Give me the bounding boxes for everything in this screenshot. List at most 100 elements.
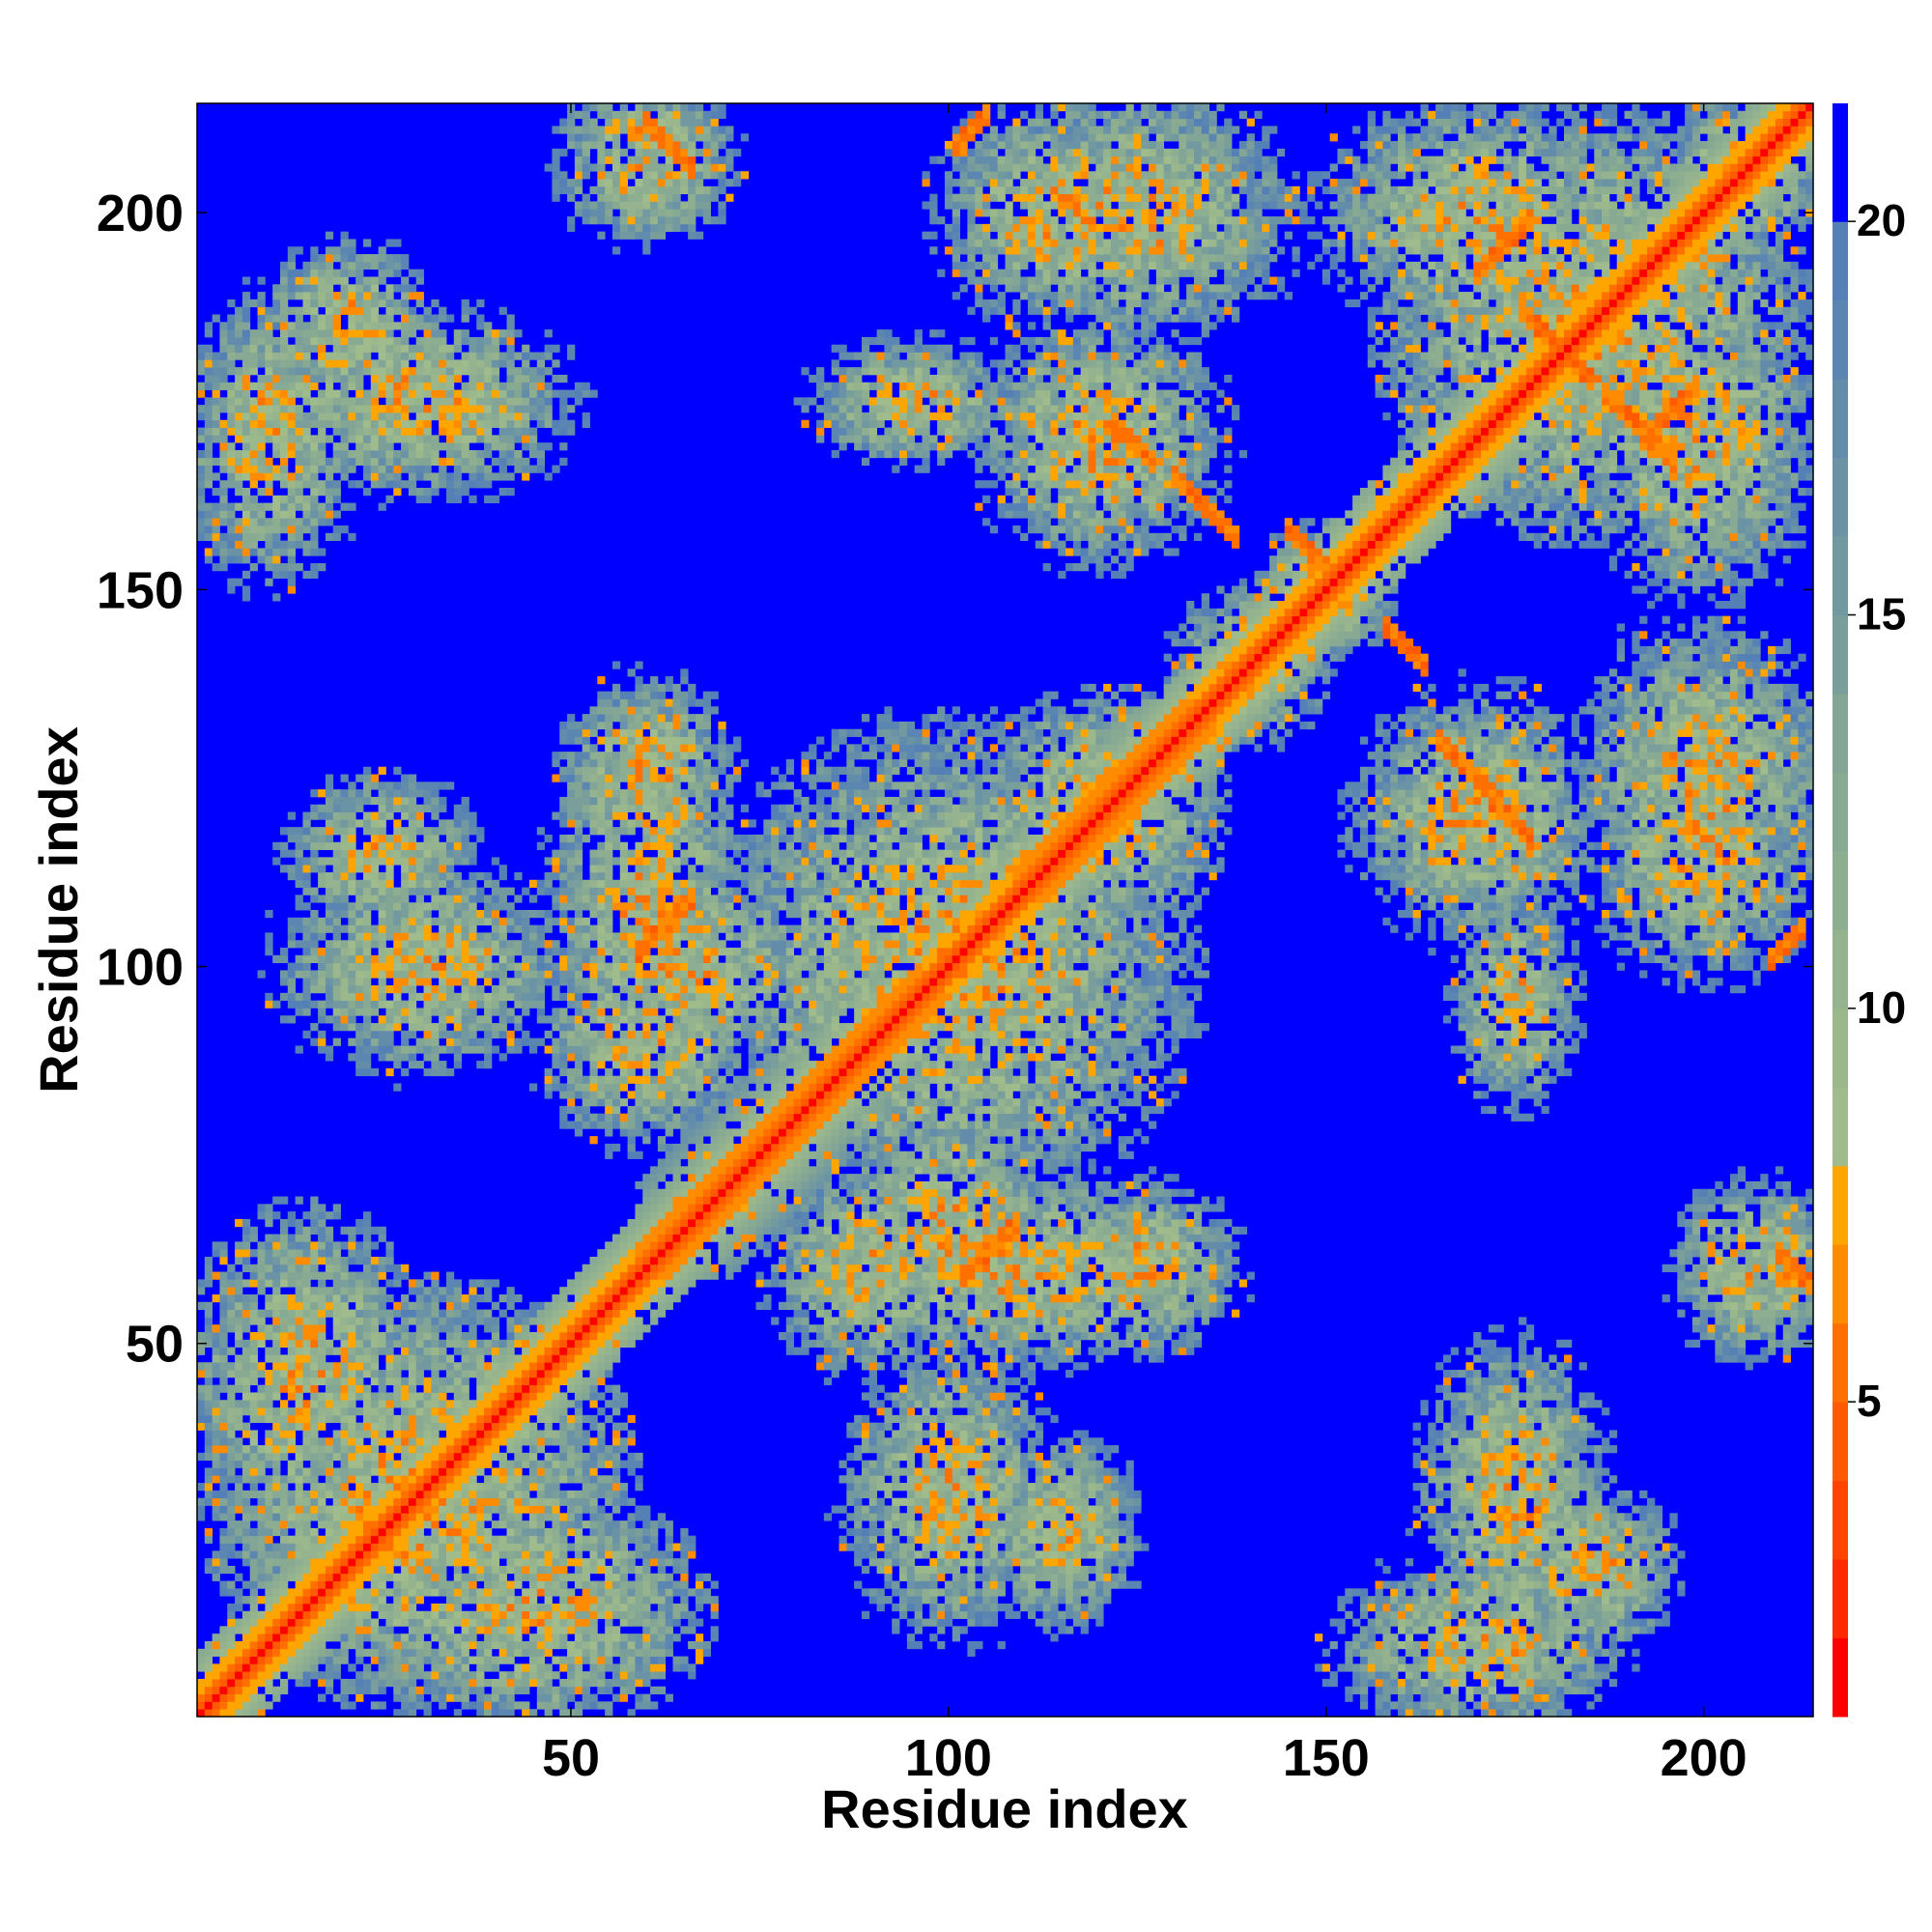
heatmap-cell [431, 1550, 440, 1559]
heatmap-cell [522, 1596, 530, 1605]
heatmap-cell [257, 970, 266, 979]
heatmap-cell [401, 352, 410, 360]
heatmap-cell [265, 1460, 273, 1468]
heatmap-cell [401, 1430, 410, 1438]
heatmap-cell [340, 1226, 349, 1235]
heatmap-cell [552, 917, 560, 925]
heatmap-cell [310, 449, 319, 459]
heatmap-cell [272, 1000, 281, 1009]
heatmap-cell [559, 457, 568, 466]
heatmap-cell [340, 1287, 349, 1295]
heatmap-cell [249, 435, 258, 443]
heatmap-cell [408, 985, 417, 994]
heatmap-cell [469, 1678, 477, 1688]
heatmap-cell [439, 419, 447, 428]
heatmap-cell [445, 472, 455, 481]
heatmap-cell [242, 449, 251, 459]
heatmap-cell [295, 389, 303, 398]
heatmap-cell [295, 1543, 303, 1551]
heatmap-cell [393, 1475, 402, 1484]
heatmap-cell [348, 1634, 356, 1642]
heatmap-cell [340, 1293, 349, 1303]
heatmap-cell [445, 1527, 455, 1537]
heatmap-cell [310, 1588, 319, 1597]
heatmap-cell [536, 887, 546, 895]
heatmap-cell [469, 1445, 477, 1454]
heatmap-cell [408, 1467, 417, 1476]
heatmap-cell [219, 518, 228, 526]
heatmap-cell [544, 1603, 553, 1612]
heatmap-cell [235, 472, 243, 481]
heatmap-cell [332, 796, 341, 806]
heatmap-cell [559, 1663, 568, 1672]
heatmap-cell [476, 1648, 485, 1657]
heatmap-cell [295, 1513, 303, 1521]
heatmap-cell [453, 397, 463, 406]
heatmap-cell [242, 1490, 251, 1499]
heatmap-cell [528, 1475, 538, 1484]
heatmap-cell [476, 382, 485, 390]
heatmap-cell [423, 1309, 432, 1318]
heatmap-cell [302, 397, 311, 406]
heatmap-cell [272, 1543, 281, 1551]
heatmap-cell [318, 1414, 327, 1424]
heatmap-cell [484, 1008, 493, 1016]
heatmap-cell [280, 1430, 289, 1438]
heatmap-cell [295, 1407, 303, 1416]
heatmap-cell [445, 344, 455, 353]
heatmap-cell [423, 389, 432, 398]
heatmap-cell [461, 970, 469, 979]
heatmap-cell [559, 1527, 568, 1537]
heatmap-cell [393, 1309, 402, 1318]
heatmap-cell [348, 352, 356, 360]
heatmap-cell [453, 487, 463, 497]
heatmap-cell [528, 1580, 538, 1589]
heatmap-cell [287, 1015, 297, 1024]
heatmap-cell [235, 1293, 243, 1303]
heatmap-cell [272, 570, 281, 580]
heatmap-cell [378, 978, 386, 986]
heatmap-cell [461, 834, 469, 843]
heatmap-cell [370, 1558, 380, 1567]
heatmap-cell [272, 1407, 281, 1416]
heatmap-cell [476, 1023, 485, 1032]
heatmap-cell [340, 1407, 349, 1416]
heatmap-cell [408, 1400, 417, 1408]
heatmap-cell [408, 269, 417, 277]
heatmap-cell [408, 865, 417, 873]
heatmap-cell [265, 1475, 273, 1484]
heatmap-cell [212, 397, 220, 406]
heatmap-cell [552, 1483, 560, 1492]
heatmap-cell [552, 1475, 560, 1484]
heatmap-cell [415, 1610, 424, 1619]
heatmap-cell [227, 526, 236, 534]
heatmap-cell [559, 1550, 568, 1559]
heatmap-cell [439, 865, 447, 873]
heatmap-cell [340, 871, 349, 881]
heatmap-cell [559, 774, 568, 782]
heatmap-cell [378, 1452, 386, 1462]
heatmap-cell [348, 449, 356, 459]
heatmap-cell [484, 1452, 493, 1462]
heatmap-cell [272, 1497, 281, 1506]
heatmap-cell [265, 948, 273, 956]
heatmap-cell [415, 849, 424, 858]
heatmap-cell [212, 1505, 220, 1514]
heatmap-cell [310, 924, 319, 933]
heatmap-cell [235, 314, 243, 323]
heatmap-cell [318, 1460, 327, 1468]
heatmap-cell [491, 442, 500, 451]
heatmap-cell [310, 1332, 319, 1341]
heatmap-cell [522, 442, 530, 451]
heatmap-cell [522, 397, 530, 406]
heatmap-cell [476, 834, 485, 843]
heatmap-cell [295, 292, 303, 300]
heatmap-cell [265, 1634, 273, 1642]
heatmap-cell [310, 1671, 319, 1680]
heatmap-cell [340, 329, 349, 338]
heatmap-cell [544, 1377, 553, 1386]
heatmap-cell [287, 1249, 297, 1258]
heatmap-cell [355, 1634, 364, 1642]
heatmap-cell [528, 1083, 538, 1092]
heatmap-cell [431, 1414, 440, 1424]
